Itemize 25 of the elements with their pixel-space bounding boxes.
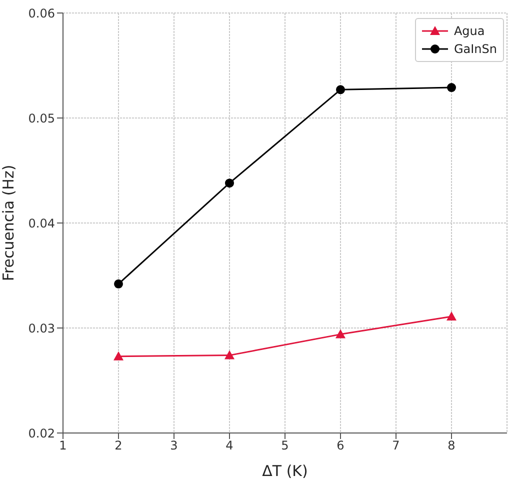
point [336, 85, 345, 94]
point [336, 329, 346, 338]
x-tick-label: 3 [170, 438, 178, 453]
x-axis-title: ΔT (K) [262, 462, 308, 480]
y-tick-label: 0.04 [28, 216, 55, 230]
x-tick-label: 8 [448, 438, 456, 453]
x-tick-label: 5 [281, 438, 289, 453]
x-tick-label: 7 [392, 438, 400, 453]
x-tick-label: 6 [336, 438, 344, 453]
legend-label: Agua [454, 24, 485, 38]
x-tick-label: 1 [59, 438, 67, 453]
y-tick-label: 0.03 [28, 321, 55, 336]
point [225, 178, 234, 188]
x-tick-label: 4 [226, 438, 234, 453]
y-tick-label: 0.05 [28, 111, 55, 126]
point [114, 351, 124, 360]
point [446, 311, 456, 320]
point [114, 279, 123, 288]
y-axis-title: Frecuencia (Hz) [0, 164, 18, 282]
point [224, 350, 234, 360]
y-tick-label: 0.02 [28, 426, 55, 440]
legend-label: GaInSn [454, 42, 497, 56]
x-tick-label: 2 [114, 438, 122, 453]
y-tick-label: 0.06 [28, 6, 55, 20]
point [447, 83, 456, 92]
